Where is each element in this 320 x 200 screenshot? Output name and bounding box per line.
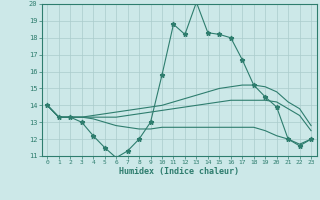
X-axis label: Humidex (Indice chaleur): Humidex (Indice chaleur) <box>119 167 239 176</box>
